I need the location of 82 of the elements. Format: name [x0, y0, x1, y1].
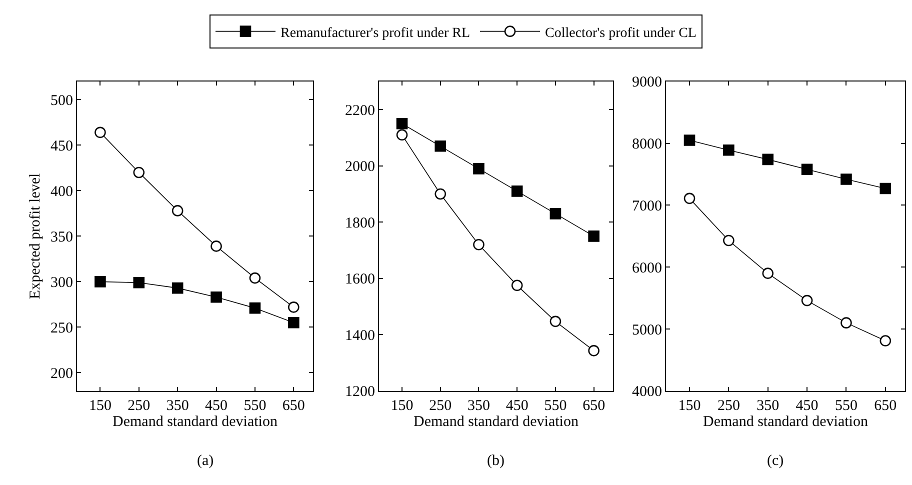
y-tick-label: 1600: [345, 272, 375, 288]
x-tick-label: 250: [429, 398, 452, 414]
y-tick-label: 400: [50, 184, 73, 200]
legend-label: Collector's profit under CL: [545, 26, 696, 41]
point: [94, 276, 106, 288]
point: [684, 134, 696, 146]
x-tick-label: 150: [88, 398, 112, 414]
x-tick-label: 650: [582, 398, 606, 414]
x-axis-title: Demand standard deviation: [112, 414, 278, 430]
y-tick-label: 4000: [632, 384, 662, 400]
y-tick-label: 450: [50, 138, 73, 154]
x-tick-label: 450: [796, 398, 818, 414]
point: [473, 238, 484, 250]
y-tick-label: 8000: [632, 136, 662, 153]
point: [511, 280, 523, 292]
point: [94, 126, 106, 138]
y-tick-label: 300: [50, 274, 73, 291]
y-tick-label: 1400: [345, 328, 375, 344]
x-tick-label: 550: [834, 398, 858, 414]
point: [210, 292, 222, 303]
point: [550, 316, 562, 328]
point: [723, 234, 734, 246]
y-tick-label: 2200: [345, 102, 375, 119]
point: [684, 192, 696, 204]
text: (a): [197, 453, 214, 469]
y-tick-label: 5000: [632, 322, 662, 338]
point: [511, 186, 523, 197]
point: [396, 118, 408, 130]
y-tick-label: 200: [50, 366, 73, 382]
point: [588, 230, 600, 242]
point: [133, 166, 145, 178]
text: (c): [767, 453, 784, 469]
point: [840, 174, 852, 185]
x-tick-label: 150: [390, 398, 414, 414]
point: [210, 240, 222, 252]
y-tick-label: 350: [50, 229, 73, 246]
x-tick-label: 350: [756, 398, 780, 414]
point: [762, 268, 774, 279]
point: [762, 154, 774, 166]
point: [801, 294, 813, 306]
point: [288, 302, 300, 313]
y-tick-label: 250: [50, 320, 73, 336]
x-tick-label: 150: [678, 398, 701, 414]
point: [880, 182, 892, 194]
point: [249, 302, 261, 314]
point: [249, 272, 261, 284]
x-tick-label: 350: [467, 398, 490, 414]
x-tick-label: 250: [128, 398, 150, 414]
point: [550, 208, 562, 220]
y-tick-label: 2000: [345, 159, 375, 176]
x-tick-label: 550: [244, 398, 266, 414]
y-tick-label: 500: [50, 92, 73, 109]
x-axis-title: Demand standard deviation: [703, 414, 868, 430]
x-tick-label: 350: [166, 398, 189, 414]
point: [588, 345, 600, 356]
point: [840, 317, 852, 328]
point: [288, 316, 300, 328]
point: [723, 144, 734, 156]
point: [434, 140, 446, 152]
x-tick-label: 450: [205, 398, 228, 414]
x-tick-label: 250: [717, 398, 740, 414]
y-tick-label: 9000: [632, 74, 662, 91]
x-tick-label: 650: [874, 398, 897, 414]
y-axis-title: Expected profit level: [28, 173, 44, 300]
y-tick-label: 6000: [632, 260, 662, 276]
point: [434, 188, 446, 200]
point: [133, 276, 145, 288]
y-tick-label: 7000: [632, 198, 662, 214]
point: [172, 205, 184, 216]
legend-label: Remanufacturer's profit under RL: [280, 26, 470, 41]
text: (b): [487, 453, 504, 469]
x-tick-label: 650: [282, 398, 305, 414]
point: [880, 335, 892, 346]
y-tick-label: 1200: [345, 384, 375, 400]
point: [396, 129, 408, 141]
x-axis-title: Demand standard deviation: [414, 414, 579, 430]
point: [473, 163, 484, 174]
point: [801, 164, 813, 175]
x-tick-label: 550: [544, 398, 567, 414]
x-tick-label: 450: [506, 398, 528, 414]
point: [172, 282, 184, 294]
y-tick-label: 1800: [345, 215, 375, 232]
